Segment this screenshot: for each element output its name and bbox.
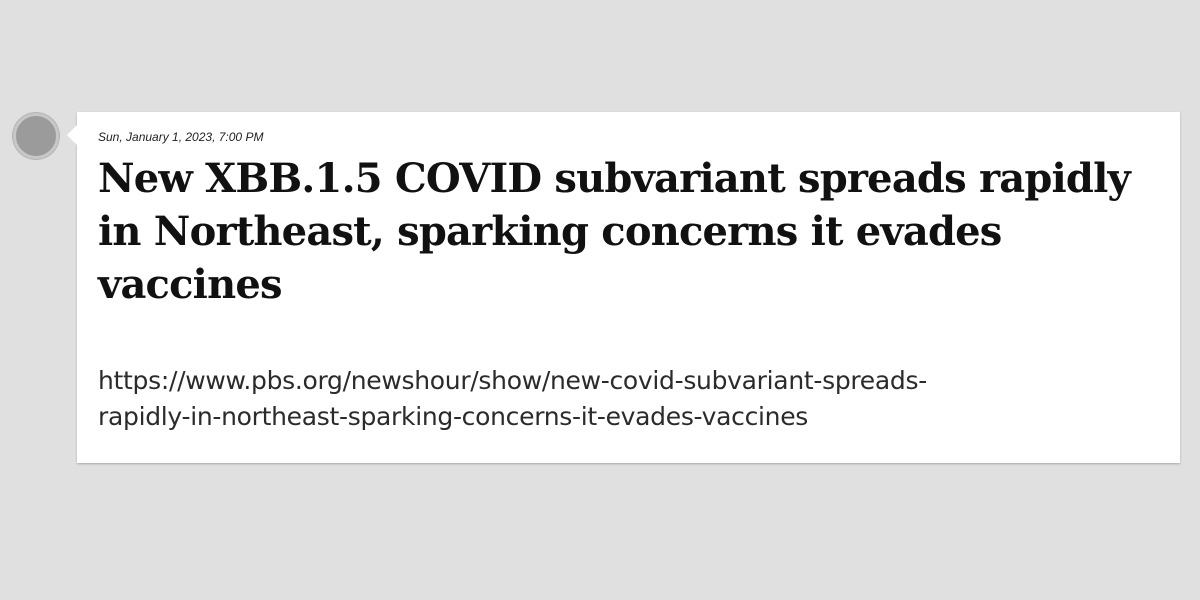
timeline-marker-icon (13, 113, 59, 159)
post-link[interactable]: https://www.pbs.org/newshour/show/new-co… (98, 363, 1160, 435)
post-link-line-1: https://www.pbs.org/newshour/show/new-co… (98, 366, 927, 395)
card-pointer (67, 125, 77, 145)
post-date: Sun, January 1, 2023, 7:00 PM (98, 130, 264, 144)
post-title: New XBB.1.5 COVID subvariant spreads rap… (98, 155, 1131, 308)
post-card: Sun, January 1, 2023, 7:00 PM New XBB.1.… (67, 112, 1180, 463)
post-link-line-2: rapidly-in-northeast-sparking-concerns-i… (98, 402, 809, 431)
